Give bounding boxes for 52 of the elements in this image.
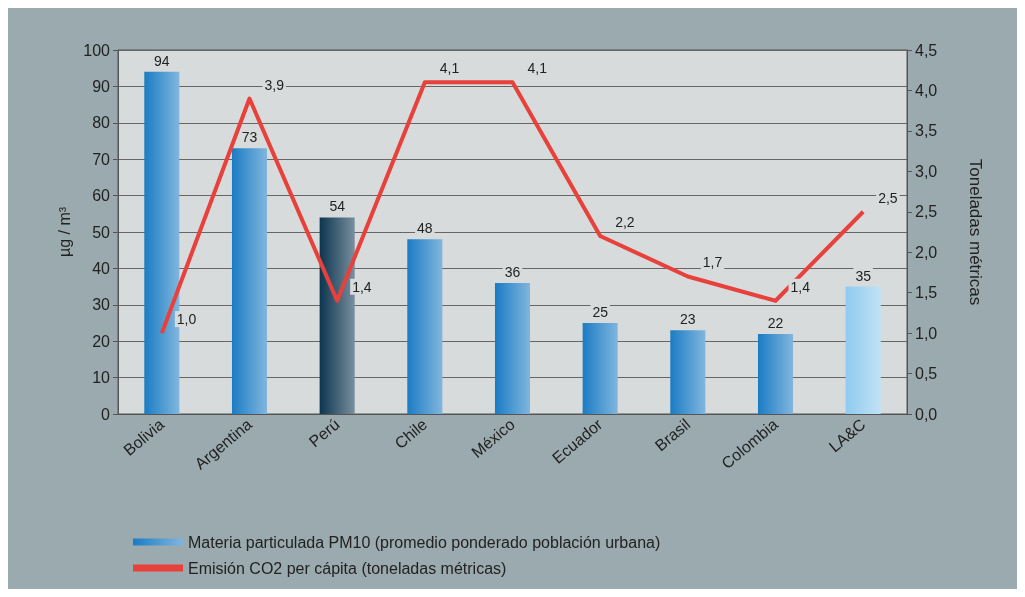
y-tick-label: 0 bbox=[101, 405, 111, 423]
y-tick-label: 50 bbox=[92, 223, 111, 241]
y2-axis-title: Toneladas métricas bbox=[966, 158, 985, 306]
data-label: 1,0 bbox=[176, 311, 197, 328]
y2-tick-label: 1,5 bbox=[915, 284, 938, 302]
data-label: 1,4 bbox=[352, 278, 372, 295]
y2-tick-label: 2,5 bbox=[915, 203, 938, 221]
y2-tick-label: 0,0 bbox=[915, 405, 938, 423]
y-axis-title: µg / m³ bbox=[55, 206, 73, 258]
data-label: 94 bbox=[154, 52, 170, 69]
data-label: 73 bbox=[241, 129, 258, 146]
y2-tick-label: 3,0 bbox=[915, 162, 938, 180]
x-tick-label: Chile bbox=[391, 415, 431, 452]
y-tick-label: 100 bbox=[83, 41, 111, 59]
data-label: 25 bbox=[592, 304, 609, 320]
data-label: 48 bbox=[417, 220, 433, 237]
data-label: 54 bbox=[329, 198, 346, 215]
data-label: 1,7 bbox=[702, 254, 723, 271]
y-tick-label: 30 bbox=[92, 296, 111, 314]
bar bbox=[757, 333, 794, 414]
y2-tick-label: 4,5 bbox=[915, 41, 938, 59]
y-tick-label: 60 bbox=[92, 187, 111, 205]
data-label: 4,1 bbox=[439, 60, 460, 77]
y2-tick-label: 4,0 bbox=[915, 81, 938, 99]
bar bbox=[319, 217, 355, 414]
y2-tick-label: 0,5 bbox=[915, 365, 938, 383]
bar bbox=[231, 148, 268, 414]
y2-tick-label: 3,5 bbox=[915, 122, 938, 140]
data-label: 35 bbox=[855, 267, 872, 284]
y-tick-label: 90 bbox=[92, 77, 111, 95]
y-tick-label: 70 bbox=[92, 150, 111, 168]
bar bbox=[845, 286, 881, 414]
legend-label: Materia particulada PM10 (promedio ponderado población urbana) bbox=[188, 533, 661, 551]
data-label: 2,2 bbox=[615, 214, 635, 231]
y2-tick-label: 1,0 bbox=[915, 324, 938, 342]
data-label: 4,1 bbox=[527, 60, 548, 77]
data-label: 36 bbox=[504, 263, 521, 280]
y-tick-label: 10 bbox=[92, 369, 111, 387]
y-tick-label: 20 bbox=[92, 332, 111, 350]
data-label: 1,4 bbox=[790, 278, 811, 295]
y-tick-label: 80 bbox=[92, 114, 111, 132]
data-label: 22 bbox=[767, 314, 784, 331]
bar bbox=[494, 282, 531, 414]
bar bbox=[407, 239, 443, 414]
data-label: 2,5 bbox=[878, 189, 898, 206]
legend-label: Emisión CO2 per cápita (toneladas métricas) bbox=[188, 559, 507, 577]
data-label: 3,9 bbox=[264, 76, 285, 93]
bar bbox=[582, 323, 618, 414]
data-label: 23 bbox=[680, 311, 696, 328]
y2-tick-label: 2,0 bbox=[915, 243, 938, 261]
bar bbox=[670, 330, 706, 414]
y-tick-label: 40 bbox=[92, 259, 111, 277]
